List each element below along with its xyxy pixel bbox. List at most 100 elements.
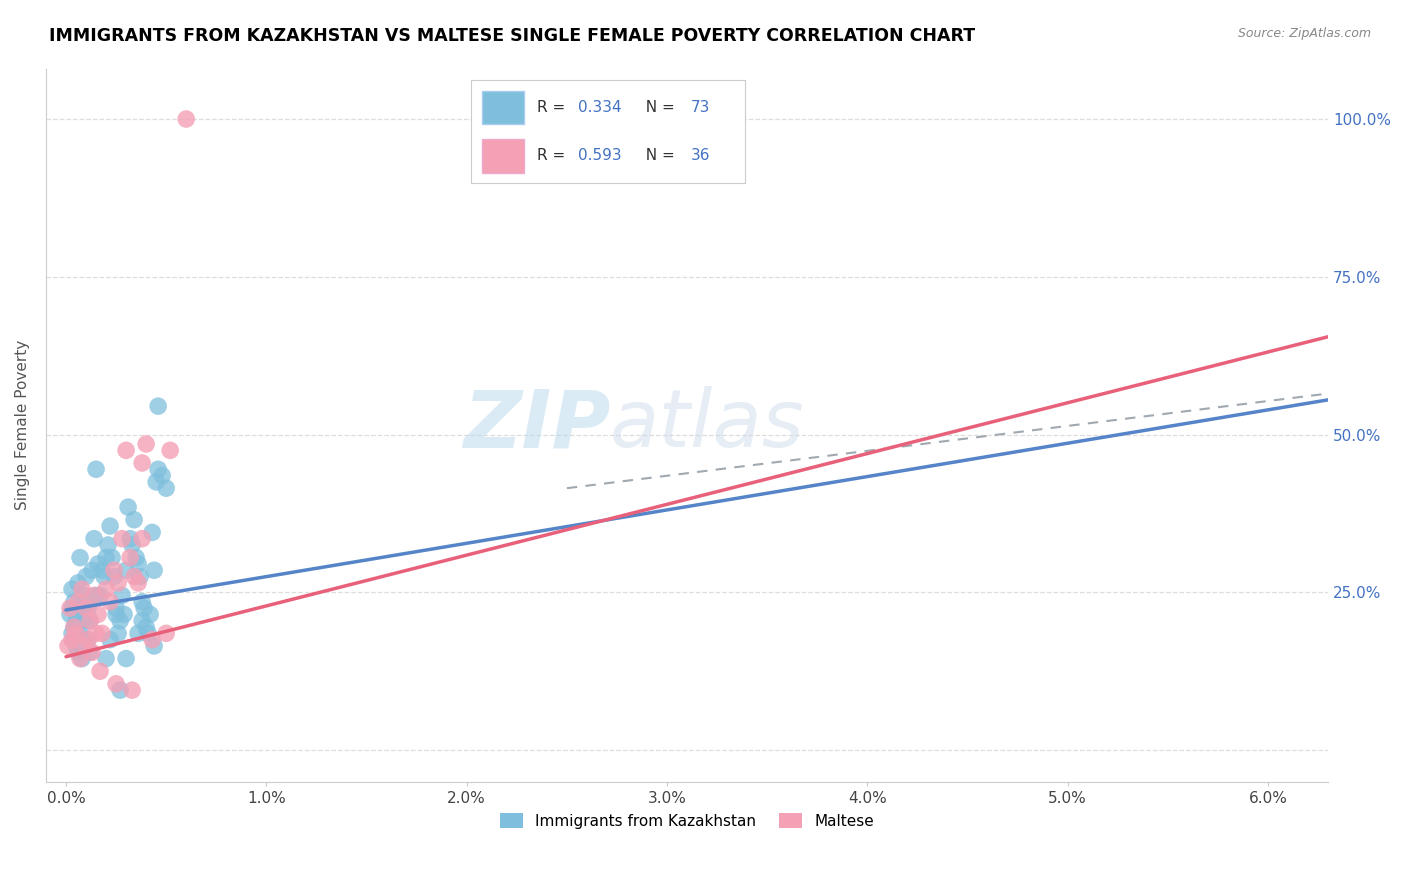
Point <box>112 607 135 622</box>
Point <box>70 601 93 615</box>
Point <box>115 563 138 577</box>
Point <box>131 456 153 470</box>
Point <box>89 589 111 603</box>
Point <box>63 620 86 634</box>
Point <box>143 563 166 577</box>
Point <box>69 550 91 565</box>
Point <box>89 664 111 678</box>
Point <box>60 632 83 647</box>
Y-axis label: Single Female Poverty: Single Female Poverty <box>15 340 30 510</box>
Point <box>155 481 177 495</box>
Text: 0.593: 0.593 <box>578 148 621 163</box>
Point <box>155 626 177 640</box>
Point <box>87 607 110 622</box>
Point <box>63 620 86 634</box>
Point <box>108 614 131 628</box>
Point <box>98 595 121 609</box>
Point <box>65 626 87 640</box>
Point <box>135 437 157 451</box>
Point <box>84 589 107 603</box>
Point <box>77 632 100 647</box>
Point <box>75 614 97 628</box>
Point <box>136 626 159 640</box>
Point <box>97 538 120 552</box>
Point <box>146 462 169 476</box>
Point <box>159 443 181 458</box>
Point <box>84 462 107 476</box>
Point <box>73 589 96 603</box>
Point <box>75 601 97 615</box>
Point <box>60 601 83 615</box>
Point <box>75 607 97 622</box>
Text: IMMIGRANTS FROM KAZAKHSTAN VS MALTESE SINGLE FEMALE POVERTY CORRELATION CHART: IMMIGRANTS FROM KAZAKHSTAN VS MALTESE SI… <box>49 27 976 45</box>
Text: N =: N = <box>636 100 679 115</box>
Point <box>66 575 89 590</box>
Point <box>111 532 134 546</box>
Point <box>105 601 128 615</box>
Point <box>120 550 142 565</box>
Point <box>60 626 83 640</box>
Point <box>108 683 131 698</box>
Point <box>122 569 145 583</box>
Point <box>79 614 101 628</box>
Point <box>69 620 91 634</box>
Point <box>143 639 166 653</box>
Point <box>77 601 100 615</box>
Point <box>70 582 93 597</box>
Point <box>117 500 139 515</box>
Point <box>77 632 100 647</box>
Point <box>80 563 103 577</box>
Text: 0.334: 0.334 <box>578 100 621 115</box>
Point <box>111 589 134 603</box>
Legend: Immigrants from Kazakhstan, Maltese: Immigrants from Kazakhstan, Maltese <box>494 806 880 835</box>
Point <box>56 639 79 653</box>
Point <box>145 475 167 489</box>
Point <box>121 538 143 552</box>
Text: ZIP: ZIP <box>463 386 610 464</box>
Point <box>131 614 153 628</box>
Point <box>93 569 115 583</box>
Point <box>107 575 129 590</box>
Point <box>125 550 148 565</box>
Point <box>105 677 128 691</box>
Point <box>115 651 138 665</box>
Point <box>120 532 142 546</box>
Point <box>69 645 91 659</box>
Point <box>150 468 173 483</box>
Text: R =: R = <box>537 100 569 115</box>
Point <box>135 620 157 634</box>
Point <box>134 601 156 615</box>
Point <box>79 645 101 659</box>
Point <box>131 532 153 546</box>
Point <box>75 569 97 583</box>
Text: 36: 36 <box>690 148 710 163</box>
Point <box>65 639 87 653</box>
Point <box>105 607 128 622</box>
Point <box>66 645 89 659</box>
Point <box>127 575 149 590</box>
Text: R =: R = <box>537 148 569 163</box>
Point <box>65 626 87 640</box>
Text: 73: 73 <box>690 100 710 115</box>
Point <box>115 443 138 458</box>
Point <box>83 589 105 603</box>
Point <box>101 550 124 565</box>
Point <box>60 582 83 597</box>
Point <box>131 595 153 609</box>
Point <box>70 651 93 665</box>
Point <box>98 632 121 647</box>
Point <box>63 595 86 609</box>
Point <box>94 550 117 565</box>
Point <box>103 563 125 577</box>
Point <box>91 563 114 577</box>
Point <box>139 607 162 622</box>
Point <box>107 626 129 640</box>
Bar <box>482 139 524 173</box>
Point <box>127 626 149 640</box>
Point <box>103 569 125 583</box>
Text: atlas: atlas <box>610 386 804 464</box>
Point <box>94 582 117 597</box>
Point <box>141 632 163 647</box>
Point <box>91 626 114 640</box>
Point <box>122 513 145 527</box>
